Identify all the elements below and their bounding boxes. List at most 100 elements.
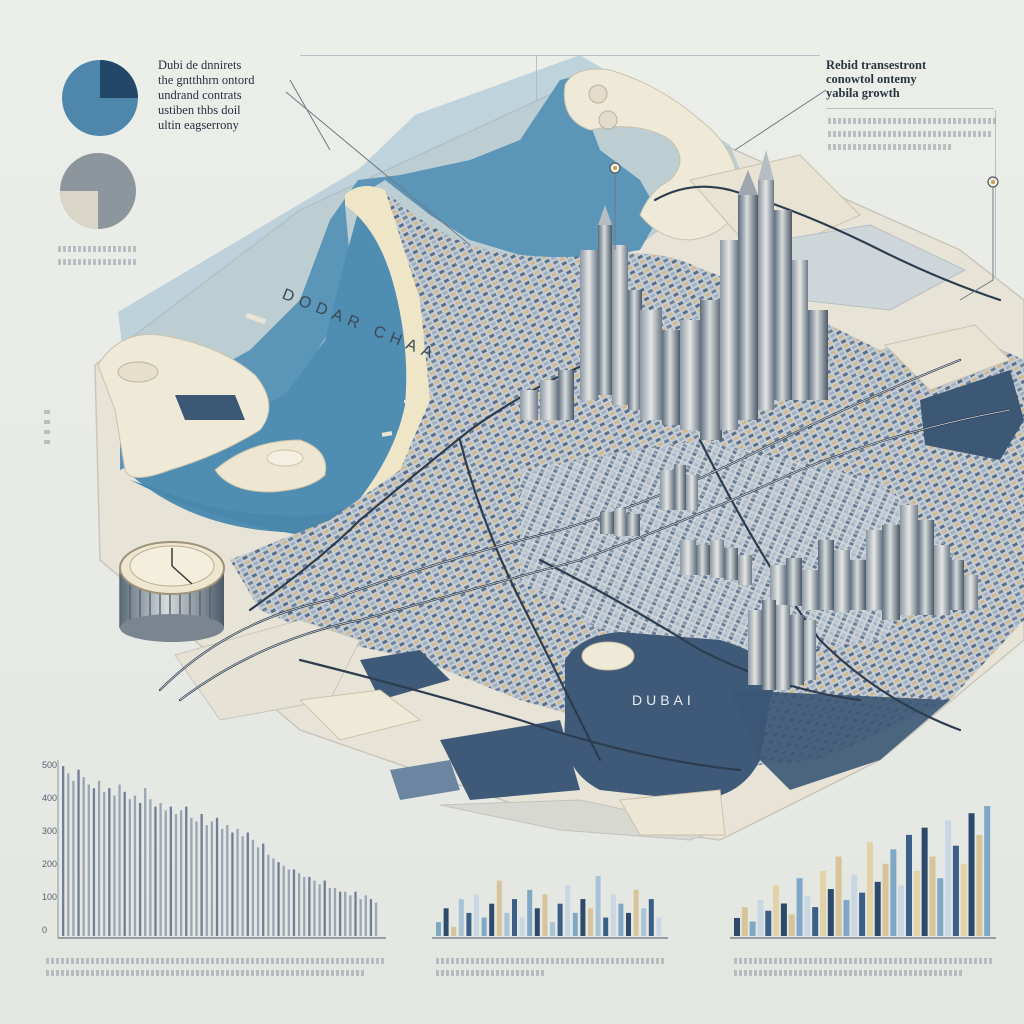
chart-bar xyxy=(804,896,811,936)
chart-bar xyxy=(734,917,740,936)
chart-bar xyxy=(741,907,748,936)
landmark-circle xyxy=(588,84,608,104)
chart-bar xyxy=(820,871,826,936)
chart-bar xyxy=(921,827,928,936)
histogram-bar xyxy=(138,802,142,936)
note-line: Dubi de dnnirets xyxy=(158,58,242,72)
chart-bar xyxy=(656,917,662,936)
guide-line-right-top xyxy=(826,108,994,109)
histogram-bar xyxy=(210,821,214,936)
chart-bar xyxy=(851,874,858,936)
chart-bar xyxy=(443,908,449,936)
histogram-bar xyxy=(236,828,239,936)
histogram-bar xyxy=(164,810,167,936)
chart-bar xyxy=(534,908,540,936)
note-line: Rebid transestront xyxy=(826,58,927,72)
chart-bar xyxy=(827,889,834,936)
leader-lines xyxy=(285,79,994,301)
chart-bar xyxy=(898,885,905,936)
histogram-bar xyxy=(313,880,316,936)
island-dome xyxy=(266,449,304,467)
chart-bar xyxy=(641,908,647,936)
histogram-bar xyxy=(349,895,352,936)
histogram-bar xyxy=(364,895,367,936)
note-line: conowtol ontemy xyxy=(826,72,917,86)
histogram-bar xyxy=(159,802,162,936)
microtext xyxy=(58,246,138,252)
pie-chart-icon xyxy=(62,60,138,136)
y-tick-label: 100 xyxy=(42,892,58,902)
dark-lot xyxy=(440,720,580,800)
histogram-bar xyxy=(369,899,373,936)
zone-block xyxy=(884,324,1011,391)
chart-bar xyxy=(882,863,889,936)
dark-lot xyxy=(360,650,450,700)
histogram-bar xyxy=(72,780,75,936)
landmark-dome xyxy=(581,641,635,671)
histogram-bar xyxy=(344,891,347,936)
district-dark-zone xyxy=(564,632,775,800)
roundabout xyxy=(117,361,159,383)
chart-bar xyxy=(866,842,873,936)
y-tick-label: 400 xyxy=(42,793,58,803)
y-tick-label: 200 xyxy=(42,859,58,869)
chart-bar xyxy=(603,917,609,936)
guide-line-top xyxy=(300,55,820,56)
chart-bar xyxy=(550,922,555,936)
histogram-bar xyxy=(144,788,147,936)
chart-bar xyxy=(595,876,601,936)
district-dark-zone xyxy=(730,690,950,790)
note-line: the gntthhrn ontord xyxy=(158,73,255,87)
histogram-bar xyxy=(231,832,234,936)
chart-bar xyxy=(984,806,991,936)
chart-bar xyxy=(843,899,850,936)
histogram-bar xyxy=(200,814,203,936)
chart-bar xyxy=(812,907,819,936)
skyscraper-cluster-main xyxy=(520,150,828,440)
histogram-bar xyxy=(97,780,101,936)
histogram-bar xyxy=(179,810,183,936)
chart-bar xyxy=(588,908,593,936)
histogram-bar xyxy=(92,788,96,936)
histogram-bar xyxy=(67,773,70,936)
chart-bar xyxy=(780,903,787,936)
histogram-bar xyxy=(297,873,301,936)
histogram-bar xyxy=(262,843,265,936)
chart-bar xyxy=(788,914,795,936)
district-label: DUBAI xyxy=(632,692,695,708)
chart-bar xyxy=(929,856,936,936)
histogram-bar xyxy=(149,799,152,936)
landmark-circle xyxy=(598,110,618,130)
note-line: ustiben thbs doil xyxy=(158,103,241,117)
histogram-bar xyxy=(195,821,198,936)
histogram-bar xyxy=(118,784,121,936)
clock-rotunda-icon xyxy=(119,541,225,642)
histogram-bar xyxy=(113,795,116,936)
skyscraper-cluster-east xyxy=(680,505,978,690)
chart-bar xyxy=(557,903,563,936)
microtext xyxy=(734,970,964,976)
histogram-bar xyxy=(323,880,326,936)
microtext xyxy=(734,958,992,964)
microtext xyxy=(58,259,138,265)
chart-bar xyxy=(512,899,517,936)
y-tick-label: 300 xyxy=(42,826,58,836)
histogram-bar xyxy=(374,902,378,936)
histogram-bar xyxy=(267,854,270,936)
chart-bar xyxy=(618,903,624,936)
histogram-bar xyxy=(185,806,188,936)
chart-bar xyxy=(749,921,756,936)
histogram-bar xyxy=(108,788,111,936)
chart-histogram-left xyxy=(57,760,386,939)
water-body xyxy=(120,75,660,470)
boats xyxy=(245,312,415,437)
skyscraper-cluster-mid xyxy=(600,465,698,536)
chart-bar xyxy=(945,820,952,936)
note-top-left: Dubi de dnnirets the gntthhrn ontord und… xyxy=(158,58,348,133)
chart-bar xyxy=(496,880,502,936)
gray-pie-chart-icon xyxy=(60,153,136,229)
chart-bar xyxy=(765,910,772,936)
microtext xyxy=(828,131,993,137)
